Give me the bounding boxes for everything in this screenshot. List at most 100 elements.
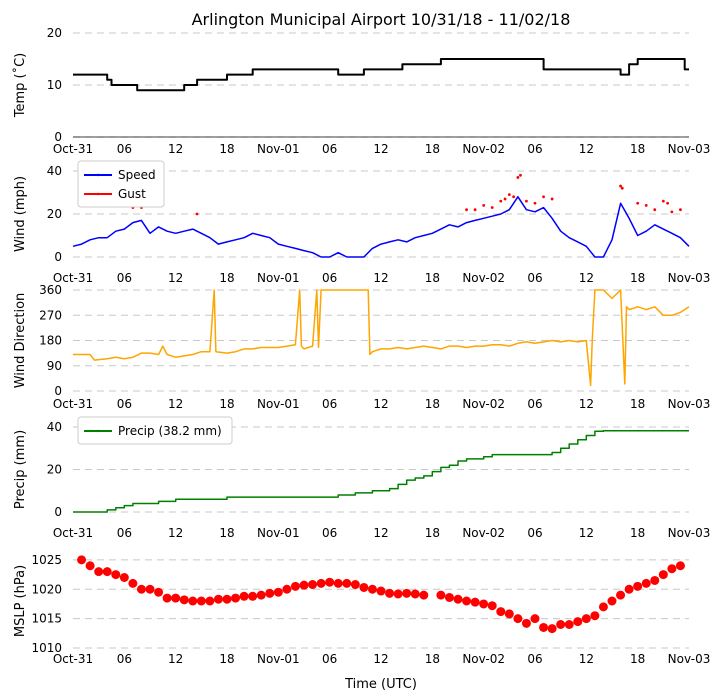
mslp-point — [308, 580, 318, 590]
x-tick-label: Nov-02 — [462, 271, 505, 285]
x-tick-label: 18 — [630, 526, 645, 540]
mslp-point — [299, 580, 309, 590]
mslp-point — [290, 581, 300, 591]
gust-point — [653, 208, 657, 212]
y-tick-label: 90 — [47, 359, 62, 373]
mslp-point — [530, 614, 540, 624]
gust-point — [507, 193, 511, 197]
mslp-point — [77, 555, 87, 565]
y-tick-label: 10 — [47, 78, 62, 92]
x-tick-label: 18 — [425, 142, 440, 156]
mslp-point — [213, 594, 223, 604]
mslp-point — [573, 617, 583, 627]
x-axis-label: Time (UTC) — [344, 677, 417, 692]
y-tick-label: 1015 — [31, 612, 62, 626]
gust-point — [465, 208, 468, 212]
mslp-point — [265, 588, 275, 598]
mslp-point — [248, 591, 258, 601]
series-line-temp — [73, 58, 689, 92]
x-tick-label: Nov-03 — [668, 142, 711, 156]
mslp-point — [128, 578, 138, 588]
mslp-point — [145, 584, 155, 594]
y-tick-label: 0 — [54, 384, 62, 398]
legend-label: Gust — [118, 187, 146, 201]
mslp-point — [556, 620, 566, 629]
y-tick-label: 0 — [54, 505, 62, 519]
gust-point — [512, 195, 516, 199]
gust-point — [666, 201, 670, 205]
x-tick-label: 18 — [219, 652, 234, 666]
subplot-1: 0 10 20 Temp (˚C) Oct-31 06 12 18 Nov-01 06 12 18 No… — [12, 26, 710, 156]
x-tick-label: Nov-01 — [257, 526, 300, 540]
mslp-point — [581, 614, 591, 624]
legend-label: Speed — [118, 168, 156, 182]
mslp-point — [102, 567, 112, 577]
y-tick-label: 0 — [54, 250, 62, 264]
x-tick-label: Nov-03 — [668, 652, 711, 666]
mslp-point — [316, 578, 326, 588]
chart-title: Arlington Municipal Airport 10/31/18 - 1… — [192, 10, 571, 29]
x-tick-label: 18 — [630, 652, 645, 666]
mslp-point — [85, 561, 95, 571]
mslp-point — [162, 593, 172, 603]
x-tick-label: 06 — [322, 652, 337, 666]
y-tick-label: 20 — [47, 463, 62, 477]
y-tick-label: 20 — [47, 207, 62, 221]
x-tick-label: 18 — [425, 526, 440, 540]
mslp-point — [385, 588, 395, 598]
mslp-point — [624, 584, 634, 594]
x-tick-label: 18 — [425, 652, 440, 666]
x-tick-label: 06 — [527, 142, 542, 156]
x-tick-label: Nov-01 — [257, 142, 300, 156]
mslp-point — [675, 561, 685, 571]
x-tick-label: Nov-02 — [462, 397, 505, 411]
mslp-point — [487, 601, 497, 611]
mslp-point — [564, 620, 574, 629]
x-tick-label: 18 — [219, 526, 234, 540]
mslp-point — [367, 584, 377, 594]
legend-marker — [96, 192, 100, 196]
y-axis-label: MSLP (hPa) — [13, 565, 28, 637]
legend-marker — [96, 429, 100, 433]
mslp-point — [590, 611, 600, 621]
gust-point — [644, 204, 648, 207]
x-tick-label: 12 — [373, 652, 388, 666]
gust-point — [499, 199, 503, 203]
subplots: 0 10 20 Temp (˚C) Oct-31 06 12 18 Nov-01 06 12 18 No… — [12, 26, 710, 666]
subplot-3: 0 90 180 270 360 Wind Direction Oct-31 06 12 18 No… — [13, 283, 710, 411]
mslp-point — [436, 590, 446, 600]
mslp-point — [222, 594, 232, 604]
mslp-point — [256, 590, 266, 600]
mslp-point — [658, 570, 668, 580]
x-tick-label: Oct-31 — [53, 271, 93, 285]
y-tick-label: 1025 — [31, 553, 62, 567]
x-tick-label: 12 — [373, 271, 388, 285]
x-tick-label: 06 — [527, 526, 542, 540]
gust-point — [679, 208, 682, 212]
y-tick-label: 1010 — [31, 641, 62, 655]
gust-point — [525, 199, 528, 203]
x-tick-label: 12 — [168, 652, 183, 666]
mslp-point — [650, 575, 660, 585]
x-tick-label: Nov-02 — [462, 652, 505, 666]
mslp-point — [641, 578, 651, 588]
y-tick-label: 270 — [39, 308, 62, 322]
x-tick-label: 06 — [322, 526, 337, 540]
mslp-point — [154, 587, 164, 597]
x-tick-label: Nov-01 — [257, 271, 300, 285]
legend-frame — [77, 160, 165, 208]
x-tick-label: 06 — [117, 652, 132, 666]
mslp-point — [496, 607, 506, 617]
x-tick-label: 12 — [168, 526, 183, 540]
y-axis-label: Temp (˚C) — [12, 53, 28, 119]
y-tick-label: 40 — [47, 420, 62, 434]
mslp-point — [205, 596, 215, 606]
x-tick-label: 12 — [168, 397, 183, 411]
mslp-point — [633, 581, 643, 591]
mslp-point — [376, 586, 386, 596]
mslp-point — [273, 587, 283, 597]
x-tick-label: 12 — [373, 526, 388, 540]
x-tick-label: 12 — [579, 142, 594, 156]
mslp-point — [470, 597, 480, 607]
mslp-point — [393, 589, 403, 599]
